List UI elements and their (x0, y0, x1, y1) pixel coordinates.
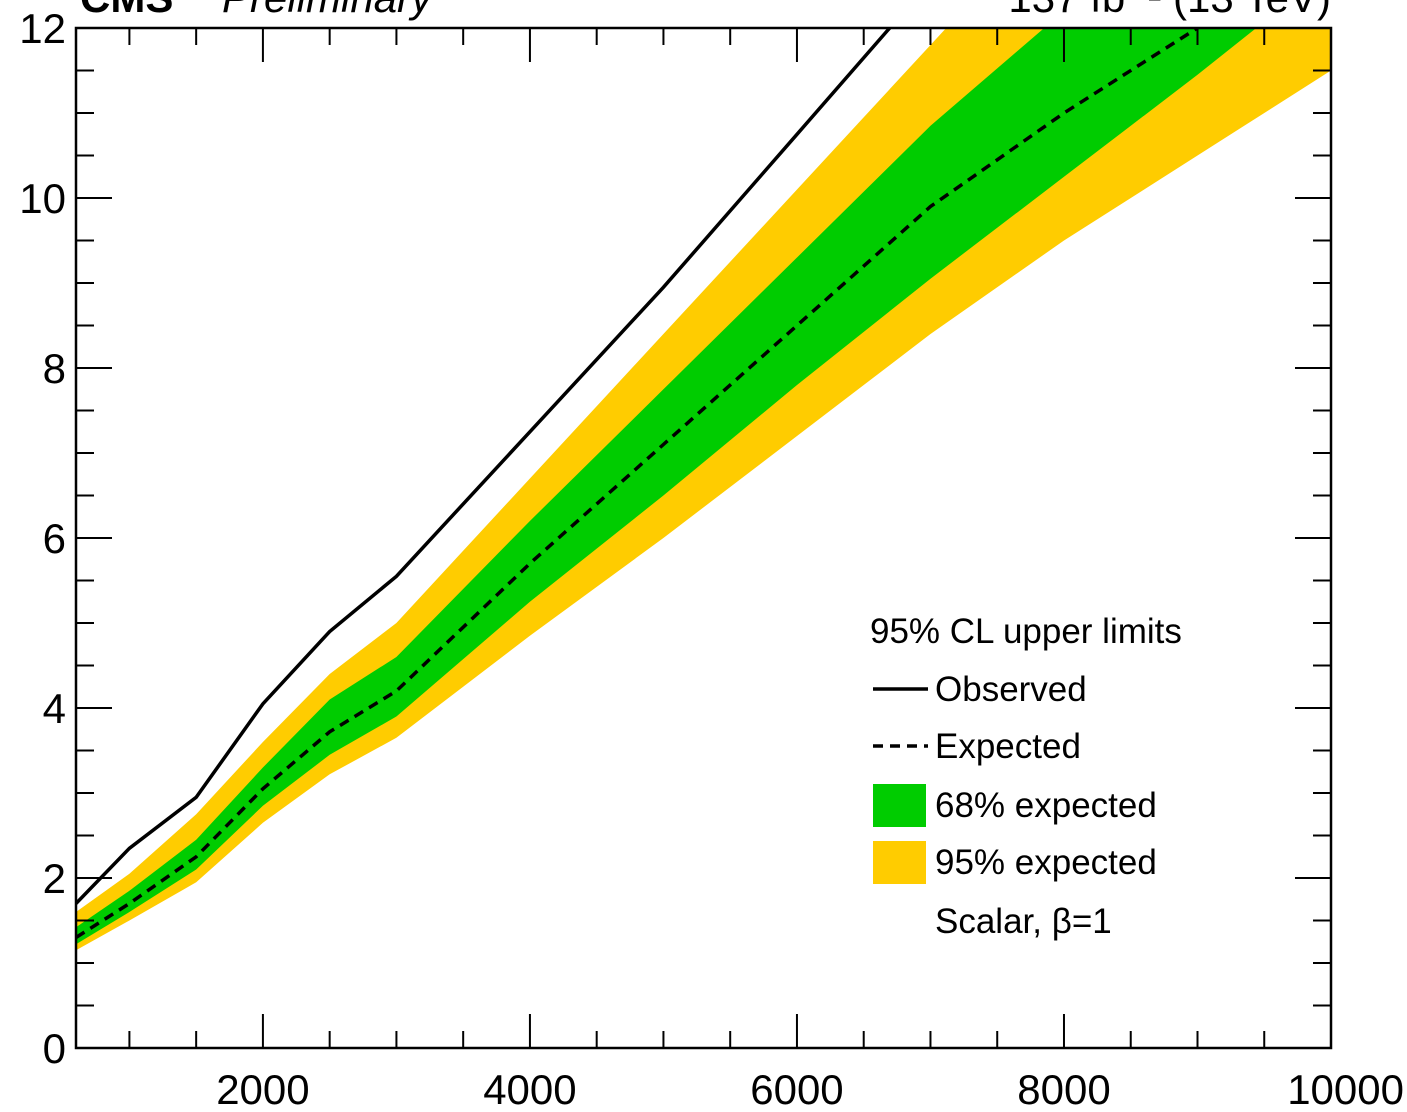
legend-observed-label: Observed (935, 670, 1087, 709)
x-tick-label: 2000 (216, 1066, 309, 1112)
luminosity-label: 137 fb⁻¹ (13 TeV) (1008, 0, 1331, 21)
band-68-expected (76, 28, 1257, 945)
legend-95-label: 95% expected (935, 843, 1157, 882)
y-tick-label: 2 (43, 855, 66, 902)
y-tick-label: 0 (43, 1025, 66, 1072)
legend-68-label: 68% expected (935, 786, 1157, 825)
y-tick-label: 12 (19, 5, 66, 52)
y-tick-label: 8 (43, 345, 66, 392)
axis-tick-labels: 2000 4000 6000 8000 10000 0 2 4 6 8 10 12 (19, 5, 1404, 1112)
legend: 95% CL upper limits Observed Expected 68… (870, 612, 1182, 941)
y-tick-label: 10 (19, 175, 66, 222)
x-tick-label: 10000 (1287, 1066, 1404, 1112)
observed-limit-line (76, 28, 893, 905)
legend-title: 95% CL upper limits (870, 612, 1182, 651)
plot-data (76, 28, 1331, 951)
y-tick-label: 6 (43, 515, 66, 562)
legend-95-swatch (873, 841, 926, 884)
x-tick-label: 6000 (750, 1066, 843, 1112)
expected-limit-line (76, 28, 1201, 939)
status-label: Preliminary (222, 0, 435, 21)
legend-68-swatch (873, 784, 926, 827)
plot-header: CMS Preliminary 137 fb⁻¹ (13 TeV) (80, 0, 1331, 21)
x-tick-label: 8000 (1017, 1066, 1110, 1112)
legend-model-label: Scalar, β=1 (935, 902, 1112, 941)
axis-ticks (76, 28, 1332, 1048)
y-tick-label: 4 (43, 685, 66, 732)
experiment-label: CMS (80, 0, 173, 21)
x-tick-label: 4000 (483, 1066, 576, 1112)
legend-expected-label: Expected (935, 727, 1081, 766)
